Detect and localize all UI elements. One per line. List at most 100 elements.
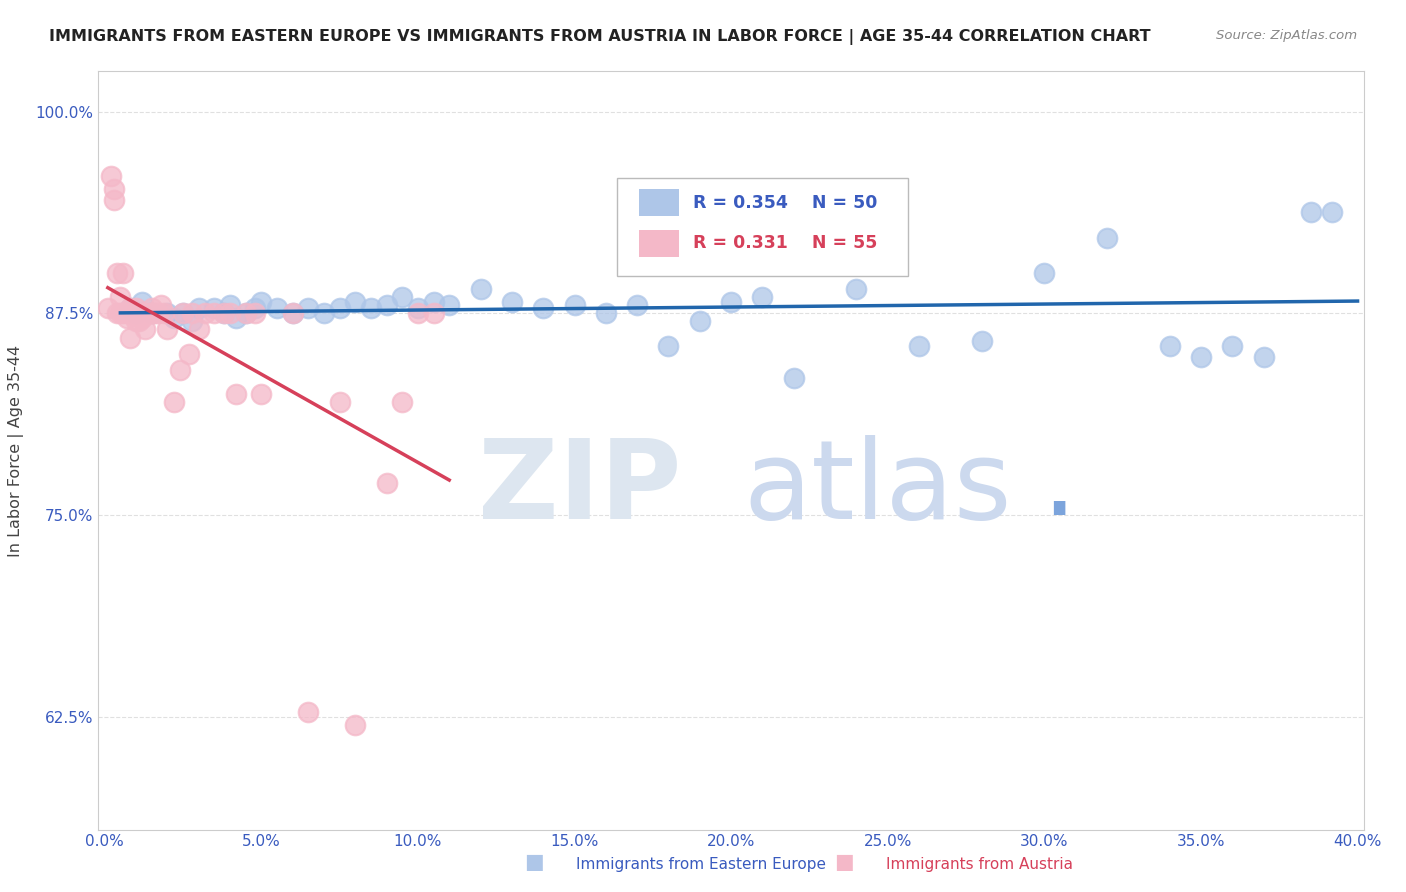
Point	[225, 387, 247, 401]
Point	[1322, 204, 1344, 219]
Point	[391, 290, 413, 304]
FancyBboxPatch shape	[617, 178, 908, 277]
Point	[125, 314, 148, 328]
Point	[1095, 230, 1118, 244]
Y-axis label: In Labor Force | Age 35-44: In Labor Force | Age 35-44	[8, 344, 24, 557]
Point	[564, 298, 586, 312]
Point	[225, 311, 247, 326]
Point	[212, 306, 235, 320]
Point	[118, 330, 141, 344]
Point	[312, 306, 335, 320]
Point	[375, 298, 398, 312]
Point	[131, 311, 153, 326]
Point	[169, 363, 191, 377]
Text: ■: ■	[524, 853, 544, 872]
Point	[115, 311, 138, 326]
Point	[406, 301, 429, 316]
Point	[112, 306, 135, 320]
Point	[187, 322, 209, 336]
Point	[172, 306, 194, 320]
Point	[422, 306, 444, 320]
Point	[105, 306, 128, 320]
Point	[172, 306, 194, 320]
Point	[1159, 338, 1181, 352]
Point	[1253, 350, 1275, 364]
Point	[1033, 266, 1056, 280]
Text: IMMIGRANTS FROM EASTERN EUROPE VS IMMIGRANTS FROM AUSTRIA IN LABOR FORCE | AGE 3: IMMIGRANTS FROM EASTERN EUROPE VS IMMIGR…	[49, 29, 1152, 45]
Point	[125, 306, 148, 320]
Point	[141, 301, 163, 316]
Point	[250, 387, 273, 401]
Point	[146, 306, 169, 320]
Point	[235, 306, 257, 320]
Point	[783, 371, 806, 385]
Point	[501, 295, 523, 310]
Point	[153, 306, 176, 320]
Point	[97, 301, 120, 316]
Point	[329, 301, 352, 316]
Text: .: .	[1040, 431, 1077, 538]
Point	[219, 298, 242, 312]
Point	[470, 282, 492, 296]
Text: Immigrants from Eastern Europe: Immigrants from Eastern Europe	[576, 857, 827, 872]
Point	[297, 301, 319, 316]
Point	[115, 306, 138, 320]
Point	[1220, 338, 1243, 352]
Point	[138, 306, 160, 320]
Point	[243, 301, 266, 316]
Point	[908, 338, 931, 352]
Point	[125, 306, 148, 320]
Point	[131, 295, 153, 310]
Point	[122, 306, 145, 320]
Point	[150, 298, 173, 312]
Point	[344, 295, 367, 310]
Point	[128, 314, 150, 328]
Point	[187, 301, 209, 316]
Point	[134, 322, 156, 336]
Point	[181, 306, 204, 320]
Point	[118, 301, 141, 316]
Bar	[638, 189, 679, 216]
Point	[689, 314, 711, 328]
Point	[235, 306, 257, 320]
Point	[118, 301, 141, 316]
Point	[391, 395, 413, 409]
Point	[360, 301, 382, 316]
Point	[143, 306, 166, 320]
Text: R = 0.354    N = 50: R = 0.354 N = 50	[693, 194, 877, 211]
Point	[194, 306, 217, 320]
Point	[297, 705, 319, 719]
Text: atlas: atlas	[744, 435, 1012, 541]
Point	[179, 346, 201, 360]
Text: ZIP: ZIP	[478, 435, 682, 541]
Point	[131, 306, 153, 320]
Point	[156, 322, 179, 336]
Point	[375, 475, 398, 490]
Point	[243, 306, 266, 320]
Point	[134, 306, 156, 320]
Point	[219, 306, 242, 320]
Point	[128, 306, 150, 320]
Point	[202, 306, 225, 320]
Point	[250, 295, 273, 310]
Point	[406, 306, 429, 320]
Point	[1189, 350, 1212, 364]
Point	[970, 334, 993, 348]
Point	[1299, 204, 1322, 219]
Point	[422, 295, 444, 310]
Point	[156, 306, 179, 320]
Point	[439, 298, 461, 312]
Point	[100, 169, 122, 184]
Bar	[638, 230, 679, 257]
Point	[531, 301, 554, 316]
Point	[329, 395, 352, 409]
Point	[110, 306, 132, 320]
Text: Source: ZipAtlas.com: Source: ZipAtlas.com	[1216, 29, 1357, 42]
Point	[103, 182, 125, 196]
Point	[202, 301, 225, 316]
Point	[626, 298, 648, 312]
Point	[845, 282, 868, 296]
Point	[344, 717, 367, 731]
Text: Immigrants from Austria: Immigrants from Austria	[886, 857, 1073, 872]
Point	[162, 311, 184, 326]
